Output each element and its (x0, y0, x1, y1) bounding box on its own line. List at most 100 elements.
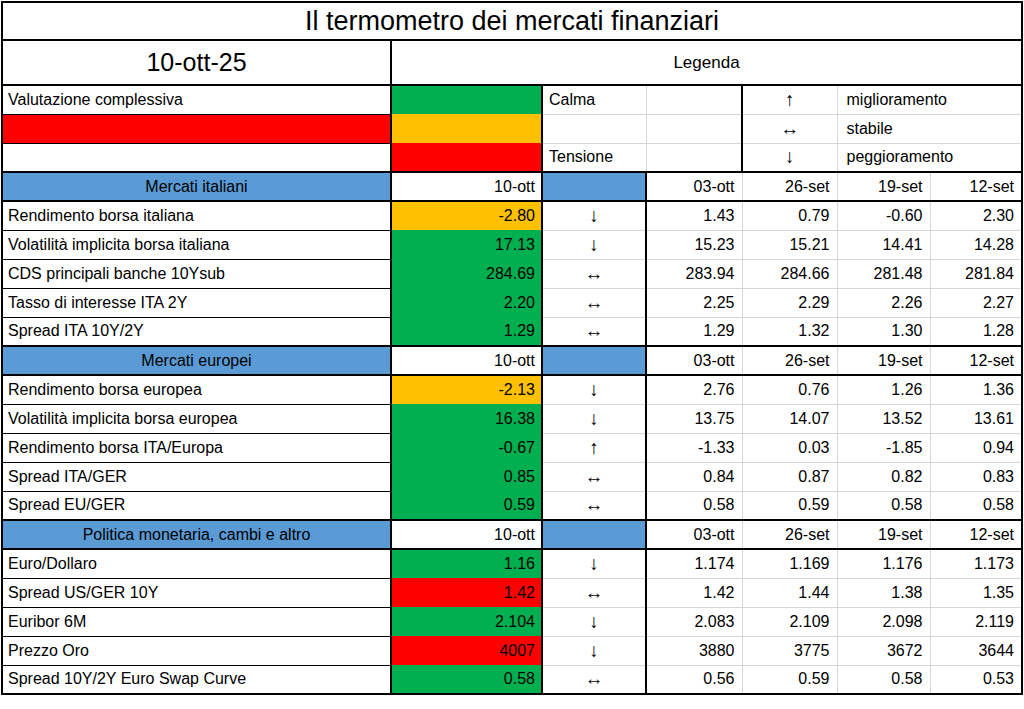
indicator-history-value: 0.79 (742, 201, 837, 230)
indicator-history-value: 0.84 (646, 462, 742, 491)
indicator-current-value: 2.20 (391, 288, 542, 317)
trend-down-icon: ↓ (542, 607, 646, 636)
indicator-label: Spread EU/GER (2, 491, 391, 520)
indicator-history-value: 1.28 (930, 317, 1022, 346)
column-header-history: 19-set (837, 520, 930, 549)
thermometer-table: Il termometro dei mercati finanziari 10-… (1, 1, 1023, 695)
indicator-history-value: 0.76 (742, 375, 837, 404)
column-header-history: 03-ott (646, 346, 742, 375)
table-row: Spread ITA 10Y/2Y1.29↔1.291.321.301.28 (2, 317, 1022, 346)
column-header-history: 12-set (930, 346, 1022, 375)
top-block: Il termometro dei mercati finanziari 10-… (2, 2, 1022, 172)
legend-scale-label-tensione: Tensione (542, 143, 646, 172)
indicator-current-value: 0.59 (391, 491, 542, 520)
trend-up-icon: ↑ (742, 85, 837, 114)
column-header-history: 19-set (837, 172, 930, 201)
indicator-history-value: 14.07 (742, 404, 837, 433)
table-row: Spread 10Y/2Y Euro Swap Curve0.58↔0.560.… (2, 665, 1022, 694)
indicator-label: Euribor 6M (2, 607, 391, 636)
column-header-history: 03-ott (646, 172, 742, 201)
column-header-history: 26-set (742, 346, 837, 375)
indicator-history-value: 13.52 (837, 404, 930, 433)
indicator-history-value: -1.33 (646, 433, 742, 462)
section-title: Mercati europei (2, 346, 391, 375)
column-header-current: 10-ott (391, 172, 542, 201)
overall-status-indicator (2, 114, 391, 143)
overall-assessment-empty (2, 143, 391, 172)
trend-down-label: peggioramento (837, 143, 1022, 172)
trend-down-icon: ↓ (542, 230, 646, 259)
indicator-history-value: 15.21 (742, 230, 837, 259)
indicator-history-value: 281.48 (837, 259, 930, 288)
trend-stable-icon: ↔ (542, 288, 646, 317)
column-header-history: 26-set (742, 520, 837, 549)
table-row: Volatilità implicita borsa italiana17.13… (2, 230, 1022, 259)
section-title: Politica monetaria, cambi e altro (2, 520, 391, 549)
indicator-history-value: 15.23 (646, 230, 742, 259)
indicator-history-value: 2.30 (930, 201, 1022, 230)
indicator-label: CDS principali banche 10Ysub (2, 259, 391, 288)
indicator-history-value: 2.25 (646, 288, 742, 317)
table-row: CDS principali banche 10Ysub284.69↔283.9… (2, 259, 1022, 288)
indicator-current-value: 284.69 (391, 259, 542, 288)
indicator-current-value: 2.104 (391, 607, 542, 636)
trend-down-icon: ↓ (742, 143, 837, 172)
indicator-history-value: 3644 (930, 636, 1022, 665)
indicator-history-value: 0.56 (646, 665, 742, 694)
legend-swatch-calma (391, 85, 542, 114)
indicator-label: Rendimento borsa italiana (2, 201, 391, 230)
page-title: Il termometro dei mercati finanziari (2, 2, 1022, 40)
column-header-history: 03-ott (646, 520, 742, 549)
indicator-current-value: 0.85 (391, 462, 542, 491)
indicator-label: Spread ITA/GER (2, 462, 391, 491)
trend-stable-icon: ↔ (542, 578, 646, 607)
trend-stable-icon: ↔ (542, 491, 646, 520)
table-row: Rendimento borsa ITA/Europa-0.67↑-1.330.… (2, 433, 1022, 462)
indicator-history-value: 3672 (837, 636, 930, 665)
indicator-history-value: 1.32 (742, 317, 837, 346)
indicator-history-value: 0.82 (837, 462, 930, 491)
indicator-label: Volatilità implicita borsa italiana (2, 230, 391, 259)
indicator-history-value: 0.58 (930, 491, 1022, 520)
indicator-history-value: -1.85 (837, 433, 930, 462)
indicator-label: Spread 10Y/2Y Euro Swap Curve (2, 665, 391, 694)
indicator-current-value: -2.13 (391, 375, 542, 404)
indicator-history-value: 1.29 (646, 317, 742, 346)
legend-scale-label-middle (542, 114, 646, 143)
indicator-history-value: 3775 (742, 636, 837, 665)
column-header-history: 12-set (930, 172, 1022, 201)
indicator-history-value: 1.176 (837, 549, 930, 578)
indicator-history-value: 3880 (646, 636, 742, 665)
indicator-history-value: 2.083 (646, 607, 742, 636)
table-row: Euribor 6M2.104↓2.0832.1092.0982.119 (2, 607, 1022, 636)
indicator-label: Euro/Dollaro (2, 549, 391, 578)
trend-stable-icon: ↔ (542, 259, 646, 288)
column-header-history: 19-set (837, 346, 930, 375)
trend-down-icon: ↓ (542, 201, 646, 230)
table-row: Volatilità implicita borsa europea16.38↓… (2, 404, 1022, 433)
indicator-history-value: 0.53 (930, 665, 1022, 694)
indicator-history-value: -0.60 (837, 201, 930, 230)
trend-stable-icon: ↔ (542, 665, 646, 694)
indicator-history-value: 0.59 (742, 491, 837, 520)
section-header-row: Mercati europei10-ott03-ott26-set19-set1… (2, 346, 1022, 375)
indicator-history-value: 2.27 (930, 288, 1022, 317)
indicator-history-value: 284.66 (742, 259, 837, 288)
overall-assessment-label: Valutazione complessiva (2, 85, 391, 114)
trend-stable-icon: ↔ (542, 317, 646, 346)
legend-scale-label-calma: Calma (542, 85, 646, 114)
indicator-history-value: 1.173 (930, 549, 1022, 578)
legend-swatch-tensione (391, 143, 542, 172)
indicator-current-value: 1.16 (391, 549, 542, 578)
indicator-label: Spread US/GER 10Y (2, 578, 391, 607)
legend-row-middle: ↔ stabile (2, 114, 1022, 143)
indicator-label: Tasso di interesse ITA 2Y (2, 288, 391, 317)
table-row: Euro/Dollaro1.16↓1.1741.1691.1761.173 (2, 549, 1022, 578)
trend-down-icon: ↓ (542, 375, 646, 404)
legend-swatch-middle (391, 114, 542, 143)
indicator-current-value: 16.38 (391, 404, 542, 433)
table-row: Rendimento borsa europea-2.13↓2.760.761.… (2, 375, 1022, 404)
indicator-history-value: 281.84 (930, 259, 1022, 288)
indicator-label: Rendimento borsa europea (2, 375, 391, 404)
indicator-history-value: 1.30 (837, 317, 930, 346)
